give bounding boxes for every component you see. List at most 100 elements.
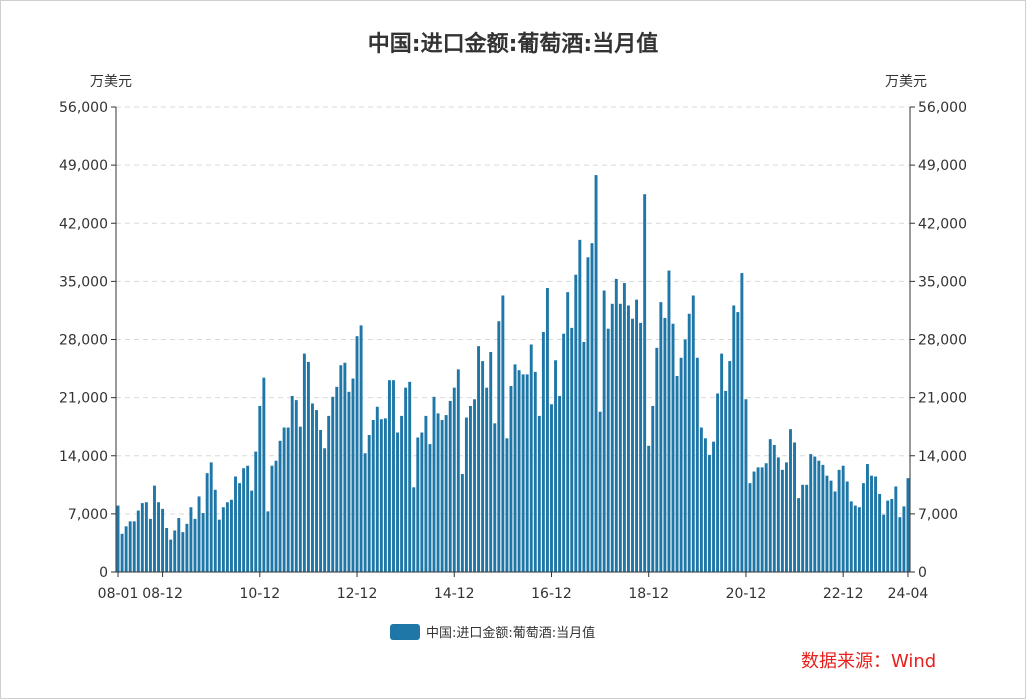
bar: [274, 460, 278, 572]
x-tick-label: 24-04: [888, 586, 929, 602]
bar: [586, 257, 590, 572]
bar: [801, 484, 805, 572]
bar: [116, 505, 120, 572]
bar: [736, 312, 740, 572]
bar: [505, 438, 509, 572]
bar: [412, 487, 416, 572]
bar: [331, 396, 335, 572]
bar: [387, 380, 391, 572]
bar: [635, 299, 639, 572]
bar: [371, 420, 375, 572]
bar: [813, 456, 817, 572]
y-tick-label-right: 56,000: [918, 100, 967, 116]
bar: [161, 508, 165, 572]
bar: [173, 530, 177, 572]
bar: [639, 322, 643, 572]
bar: [529, 344, 533, 572]
bar: [440, 420, 444, 572]
bar: [849, 501, 853, 572]
bar: [837, 469, 841, 572]
bar: [841, 465, 845, 572]
bar: [740, 273, 744, 572]
bar: [829, 480, 833, 572]
chart-title: 中国:进口金额:葡萄酒:当月值: [367, 32, 659, 57]
bar: [825, 475, 829, 572]
bar: [501, 295, 505, 572]
y-tick-label-left: 14,000: [59, 449, 108, 465]
bar: [497, 321, 501, 572]
bar: [590, 243, 594, 572]
bar: [420, 432, 424, 572]
bar: [225, 502, 229, 572]
x-tick-label: 20-12: [726, 586, 767, 602]
bar: [870, 475, 873, 572]
bar: [724, 390, 728, 572]
x-tick-label: 22-12: [823, 586, 864, 602]
bar: [363, 453, 367, 572]
bar: [784, 462, 788, 572]
bar: [618, 303, 622, 572]
bar: [201, 513, 205, 572]
y-tick-label-right: 42,000: [918, 216, 967, 232]
bar: [537, 415, 541, 572]
bar: [554, 360, 557, 572]
bar: [355, 336, 359, 572]
bar: [675, 376, 679, 572]
bar: [861, 483, 865, 572]
x-tick-label: 16-12: [531, 586, 572, 602]
y-tick-label-right: 35,000: [918, 274, 967, 290]
legend-label: 中国:进口金额:葡萄酒:当月值: [426, 626, 596, 641]
bar: [566, 292, 570, 572]
bar: [760, 467, 764, 572]
x-tick-label: 08-01: [98, 586, 139, 602]
legend: 中国:进口金额:葡萄酒:当月值: [390, 622, 595, 641]
bar: [464, 417, 468, 572]
bar: [890, 498, 894, 572]
bar: [242, 468, 246, 572]
bar: [866, 464, 869, 572]
bar: [444, 415, 448, 572]
bar: [347, 391, 351, 572]
bar: [853, 505, 857, 572]
bar: [647, 445, 651, 572]
bar: [898, 517, 902, 572]
bar: [517, 370, 521, 572]
bar: [290, 395, 294, 572]
bar: [631, 318, 634, 572]
bar: [311, 403, 314, 572]
bar: [477, 346, 481, 572]
bar: [570, 327, 574, 572]
bar: [679, 357, 683, 572]
bar: [708, 454, 711, 572]
legend-swatch: [390, 623, 420, 640]
bar: [906, 478, 910, 572]
bar: [351, 378, 355, 572]
bar: [282, 427, 286, 572]
bar: [140, 503, 144, 572]
x-tick-label: 08-12: [142, 586, 183, 602]
bar: [752, 471, 756, 572]
bar: [894, 486, 898, 572]
bar: [306, 361, 310, 572]
bar: [882, 514, 886, 572]
bar: [270, 465, 274, 572]
bar: [250, 490, 254, 572]
bar: [424, 415, 428, 572]
bar: [489, 351, 493, 572]
x-tick-label: 12-12: [337, 586, 378, 602]
bar: [695, 357, 699, 572]
bar: [379, 419, 383, 572]
bar: [594, 175, 598, 572]
bar: [789, 429, 792, 572]
bar: [177, 518, 181, 572]
y-tick-label-left: 49,000: [59, 158, 108, 174]
bar: [776, 457, 780, 572]
bar: [460, 474, 464, 572]
bar: [493, 423, 497, 572]
bar: [643, 194, 647, 572]
y-tick-label-left: 28,000: [59, 333, 108, 349]
bar: [805, 484, 809, 572]
y-tick-label-right: 49,000: [918, 158, 967, 174]
bar: [392, 380, 395, 572]
